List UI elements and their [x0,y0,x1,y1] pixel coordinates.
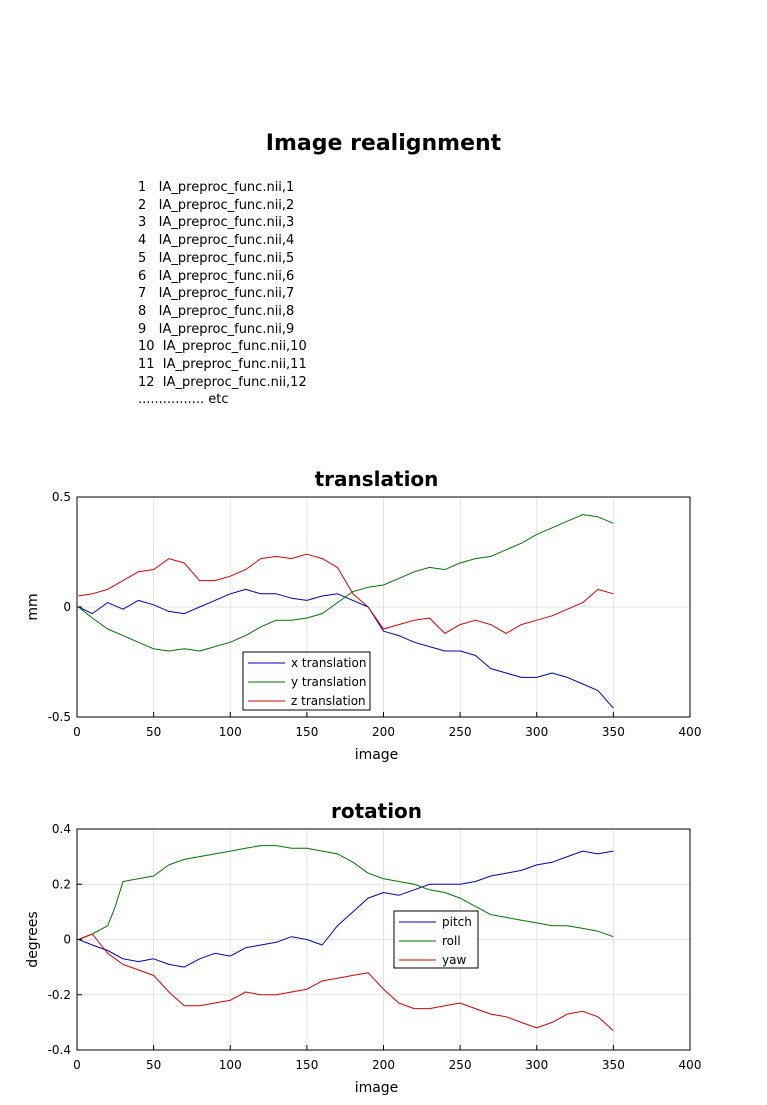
x-tick-label: 250 [449,725,472,739]
y-tick-label: 0 [63,933,71,947]
y-axis-label: degrees [25,911,41,967]
file-list-item: 3 IA_preproc_func.nii,3 [138,215,295,231]
legend-entry: roll [442,934,461,948]
x-tick-label: 50 [146,725,161,739]
file-list-item: ................ etc [138,392,229,408]
legend-entry: yaw [442,953,466,967]
file-list-item: 6 IA_preproc_func.nii,6 [138,268,295,284]
file-list-item: 8 IA_preproc_func.nii,8 [138,303,295,319]
file-list-item: 2 IA_preproc_func.nii,2 [138,197,295,213]
x-tick-label: 150 [295,1058,318,1072]
y-tick-label: 0 [63,600,71,614]
legend-entry: x translation [291,656,366,670]
file-list-item: 10 IA_preproc_func.nii,10 [138,339,307,355]
page-title: Image realignment [265,131,502,156]
series-line-pitch [78,850,614,968]
legend-box [242,651,371,711]
y-tick-label: -0.5 [48,710,71,724]
series-line-roll [78,845,614,940]
x-tick-label: 200 [372,1058,395,1072]
legend-entry: pitch [442,915,472,929]
chart-title: rotation [331,799,422,823]
x-tick-label: 350 [602,1058,625,1072]
series-line-z-translation [78,553,614,634]
x-tick-label: 100 [219,1058,242,1072]
x-tick-label: 300 [525,725,548,739]
file-list-item: 12 IA_preproc_func.nii,12 [138,374,307,390]
file-list-item: 4 IA_preproc_func.nii,4 [138,233,295,249]
chart-title: translation [315,467,439,491]
y-tick-label: 0.4 [52,822,71,836]
x-tick-label: 300 [525,1058,548,1072]
series-line-yaw [78,933,614,1032]
x-tick-label: 400 [679,1058,702,1072]
legend-box [393,910,479,969]
file-list-item: 1 IA_preproc_func.nii,1 [138,180,295,195]
x-tick-label: 100 [219,725,242,739]
x-tick-label: 350 [602,725,625,739]
rotation-chart: rotation 0 50 100 150 200 250 300 350 400 -0.4 -0.2… [25,799,702,1096]
y-tick-label: -0.4 [48,1043,71,1057]
x-tick-label: 50 [146,1058,161,1072]
y-tick-label: 0.2 [52,877,71,891]
x-tick-label: 150 [295,725,318,739]
x-tick-label: 400 [679,725,702,739]
y-tick-label: -0.2 [48,988,71,1002]
x-tick-label: 0 [73,725,81,739]
x-tick-label: 250 [449,1058,472,1072]
legend-entry: y translation [291,675,366,689]
file-list-item: 7 IA_preproc_func.nii,7 [138,286,295,302]
file-list-item: 5 IA_preproc_func.nii,5 [138,250,295,266]
y-axis-label: mm [25,593,41,620]
legend-entry: z translation [291,694,366,708]
x-tick-label: 0 [73,1058,81,1072]
file-list: 1 IA_preproc_func.nii,1 2 IA_preproc_func… [138,179,307,409]
file-list-item: 11 IA_preproc_func.nii,11 [138,357,307,373]
x-tick-label: 200 [372,725,395,739]
series-line-y-translation [78,514,614,652]
y-tick-label: 0.5 [52,490,71,504]
x-axis-label: image [355,1080,399,1096]
file-list-item: 9 IA_preproc_func.nii,9 [138,321,295,337]
x-axis-label: image [355,747,399,763]
